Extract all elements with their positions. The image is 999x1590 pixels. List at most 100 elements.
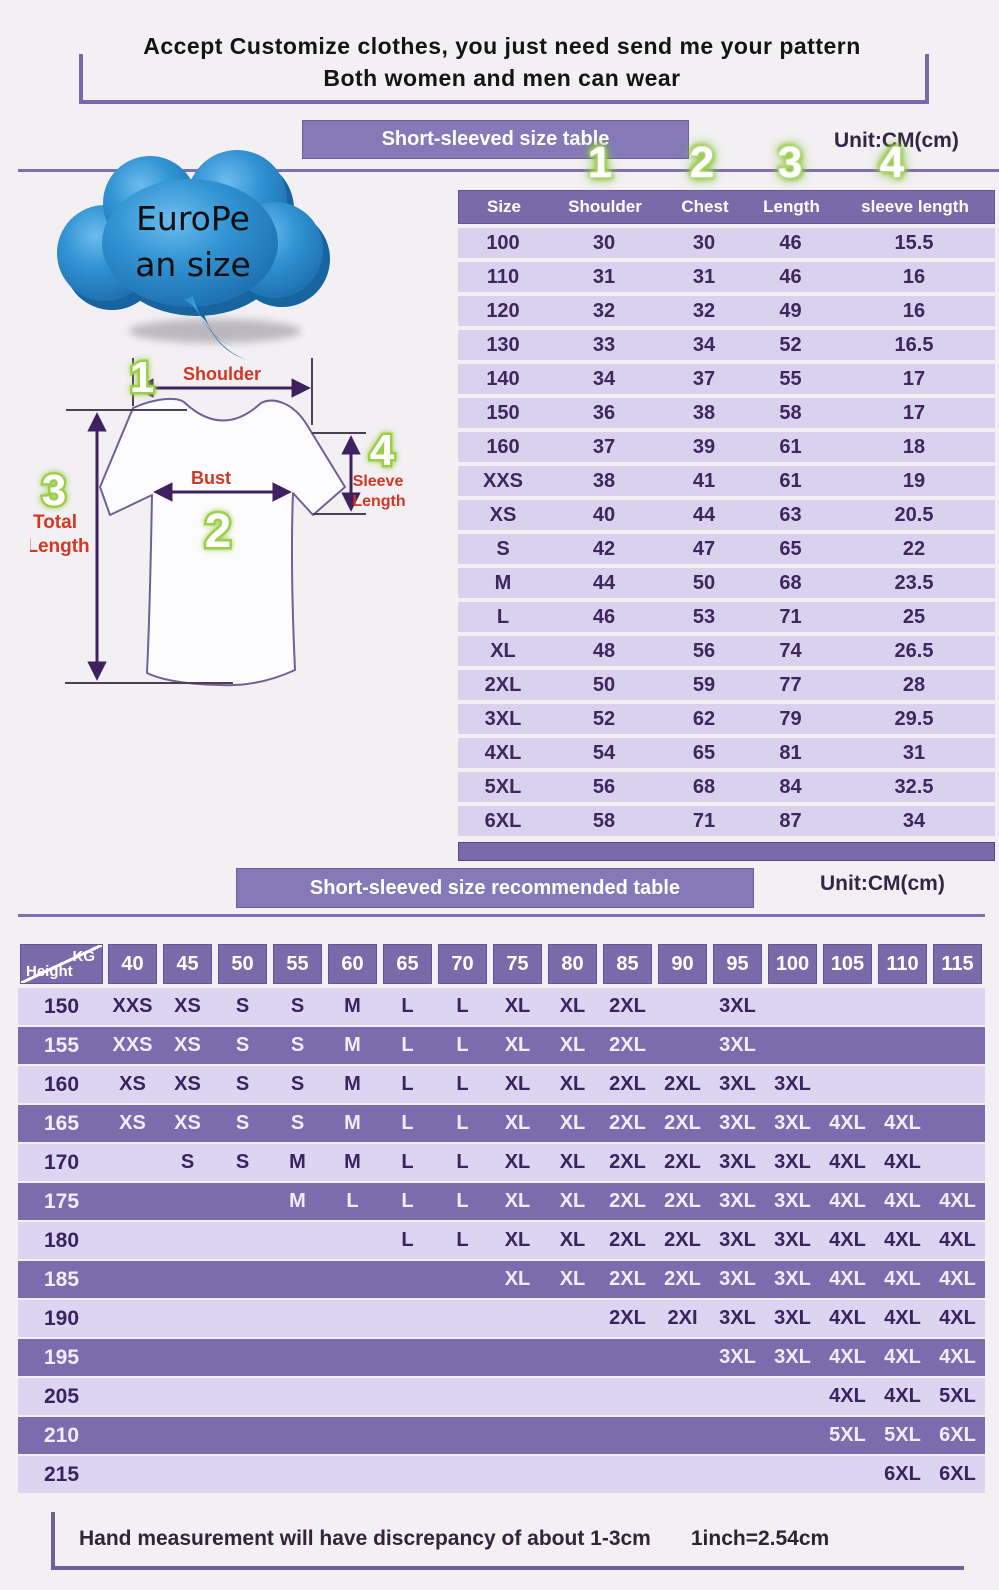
size-table-cell: 44 bbox=[692, 503, 716, 526]
recommended-size-cell: 2XI bbox=[667, 1307, 698, 1329]
recommended-size-cell: 4XL bbox=[939, 1268, 976, 1290]
size-table-cell: 61 bbox=[779, 469, 802, 492]
recommended-size-cell: XS bbox=[119, 1073, 146, 1095]
size-table-cell: 71 bbox=[779, 605, 802, 628]
size-table-cell: 77 bbox=[779, 673, 802, 696]
recommended-size-cell: L bbox=[456, 1034, 469, 1056]
size-table-cell: 28 bbox=[902, 673, 926, 696]
recommended-size-cell: 2XL bbox=[664, 1073, 701, 1095]
size-table-cell: 32 bbox=[692, 299, 716, 322]
height-label: 155 bbox=[43, 1033, 80, 1057]
recommended-size-cell: 4XL bbox=[884, 1268, 921, 1290]
size-table-cell: 34 bbox=[692, 333, 716, 356]
height-label: 205 bbox=[43, 1384, 80, 1408]
height-label: 150 bbox=[43, 994, 80, 1018]
recommended-size-cell: L bbox=[456, 1190, 469, 1212]
recommended-size-cell: L bbox=[401, 1112, 414, 1134]
recommended-size-cell: 4XL bbox=[884, 1385, 921, 1407]
weight-header-cell: 80 bbox=[548, 944, 597, 984]
tshirt-outline bbox=[99, 397, 346, 687]
size-table-cell: 42 bbox=[592, 537, 616, 560]
size-table-cell: 120 bbox=[486, 299, 520, 322]
recommended-size-cell: 5XL bbox=[829, 1424, 866, 1446]
recommended-size-cell: 3XL bbox=[774, 1151, 811, 1173]
recommended-size-cell: 4XL bbox=[939, 1346, 976, 1368]
recommended-size-cell: 4XL bbox=[829, 1268, 866, 1290]
recommended-size-cell: 4XL bbox=[884, 1229, 921, 1251]
weight-header-cell: 95 bbox=[713, 944, 762, 984]
recommended-size-cell: 6XL bbox=[939, 1424, 976, 1446]
recommended-size-cell: S bbox=[290, 1034, 305, 1056]
recommended-size-cell: XXS bbox=[112, 1034, 153, 1056]
recommended-size-cell: L bbox=[401, 1073, 414, 1095]
recommended-size-cell: S bbox=[290, 1073, 305, 1095]
height-label: 185 bbox=[43, 1267, 80, 1291]
size-table-cell: 40 bbox=[592, 503, 616, 526]
recommended-size-cell: L bbox=[456, 1151, 469, 1173]
size-table-cell: L bbox=[496, 605, 510, 628]
recommend-table-row: 210 5XL 5XL 6XL bbox=[18, 1417, 985, 1454]
size-table-row: 5XL 56 68 84 32.5 bbox=[458, 772, 995, 802]
size-table-row: 100 30 30 46 15.5 bbox=[458, 228, 995, 258]
size-table-cell: 29.5 bbox=[894, 707, 934, 730]
weight-header-cell: 55 bbox=[273, 944, 322, 984]
size-table-row: L 46 53 71 25 bbox=[458, 602, 995, 632]
weight-header-cell: 110 bbox=[878, 944, 927, 984]
size-table-cell: 41 bbox=[692, 469, 716, 492]
size-table-cell: 84 bbox=[779, 775, 802, 798]
recommended-size-cell: 2XL bbox=[664, 1229, 701, 1251]
recommended-size-cell: 3XL bbox=[774, 1073, 811, 1095]
size-table-body: 100 30 30 46 15.5 110 31 31 46 16 120 32 32 49 16 130 33… bbox=[458, 228, 995, 836]
size-table-cell: 63 bbox=[779, 503, 802, 526]
recommended-size-cell: XL bbox=[559, 995, 586, 1017]
size-table-cell: 62 bbox=[692, 707, 716, 730]
recommended-size-cell: XL bbox=[504, 1112, 531, 1134]
height-label: 215 bbox=[43, 1462, 80, 1486]
recommended-size-cell: XS bbox=[174, 1112, 201, 1134]
size-table-row: 130 33 34 52 16.5 bbox=[458, 330, 995, 360]
recommended-size-cell: XS bbox=[174, 995, 201, 1017]
recommend-table-row: 150 XXS XS S S M L L XL XL 2XL 3XL bbox=[18, 988, 985, 1025]
size-table-cell: S bbox=[496, 537, 510, 560]
recommended-size-cell: 2XL bbox=[609, 1112, 646, 1134]
recommended-size-cell: 4XL bbox=[829, 1385, 866, 1407]
size-table-col-chest: Chest bbox=[681, 197, 729, 216]
recommended-size-cell: 3XL bbox=[719, 1034, 756, 1056]
recommended-size-cell: XL bbox=[504, 1151, 531, 1173]
footer-note-box: Hand measurement will have discrepancy o… bbox=[51, 1512, 964, 1570]
size-table-row: M 44 50 68 23.5 bbox=[458, 568, 995, 598]
total-length-label-line2: Length bbox=[30, 536, 90, 557]
size-table-cell: 56 bbox=[592, 775, 616, 798]
size-table-row: 150 36 38 58 17 bbox=[458, 398, 995, 428]
recommend-table-banner: Short-sleeved size recommended table bbox=[236, 868, 754, 908]
size-table-cell: 2XL bbox=[484, 673, 522, 696]
weight-header-cell: 90 bbox=[658, 944, 707, 984]
size-table-cell: 3XL bbox=[484, 707, 522, 730]
sleeve-label-line1: Sleeve bbox=[353, 473, 404, 490]
recommended-size-cell: 3XL bbox=[719, 1229, 756, 1251]
recommended-size-cell: XL bbox=[559, 1190, 586, 1212]
recommended-size-cell: L bbox=[346, 1190, 359, 1212]
size-table-unit: Unit:CM(cm) bbox=[834, 129, 959, 152]
size-table-row: 6XL 58 71 87 34 bbox=[458, 806, 995, 836]
recommended-size-cell: 4XL bbox=[829, 1229, 866, 1251]
recommended-size-cell: 2XL bbox=[609, 1190, 646, 1212]
recommended-size-cell: 4XL bbox=[939, 1190, 976, 1212]
recommended-size-cell: 4XL bbox=[884, 1112, 921, 1134]
size-table-row: 4XL 54 65 81 31 bbox=[458, 738, 995, 768]
column-marker-4: 4 bbox=[879, 138, 905, 187]
size-table-cell: 46 bbox=[592, 605, 616, 628]
recommended-size-cell: XL bbox=[559, 1229, 586, 1251]
recommended-size-cell: S bbox=[290, 995, 305, 1017]
cloud-text-line1: EuroPe bbox=[136, 199, 250, 238]
recommend-table-unit: Unit:CM(cm) bbox=[820, 872, 945, 895]
recommend-table-row: 165 XS XS S S M L L XL XL 2XL 2XL 3XL 3XL 4XL 4XL bbox=[18, 1105, 985, 1142]
recommend-table-row: 160 XS XS S S M L L XL XL 2XL 2XL 3XL 3XL bbox=[18, 1066, 985, 1103]
recommended-size-cell: 2XL bbox=[664, 1190, 701, 1212]
recommended-size-cell: 2XL bbox=[609, 1268, 646, 1290]
weight-header-cell: 40 bbox=[108, 944, 157, 984]
size-table-row: 160 37 39 61 18 bbox=[458, 432, 995, 462]
recommend-header-row: KG Height 40 45 50 55 60 65 70 75 80 85 90 95 100 105… bbox=[18, 944, 985, 984]
size-table-cell: 20.5 bbox=[894, 503, 934, 526]
